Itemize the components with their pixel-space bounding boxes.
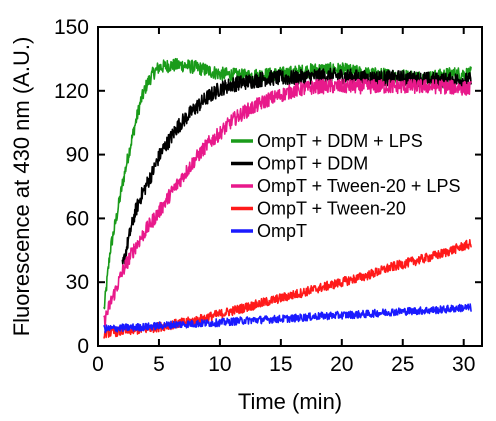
y-tick-label: 90 bbox=[66, 144, 89, 167]
y-tick-label: 60 bbox=[66, 207, 89, 230]
plot-frame bbox=[97, 26, 483, 347]
series-line-5 bbox=[103, 303, 472, 334]
y-axis-ticks: 0 30 60 90 120 150 bbox=[54, 16, 482, 358]
x-tick-label: 5 bbox=[153, 353, 165, 376]
plot-lines bbox=[103, 57, 472, 339]
x-tick-label: 10 bbox=[208, 353, 231, 376]
legend-label-1: OmpT + DDM + LPS bbox=[257, 131, 423, 151]
y-axis-title: Fluorescence at 430 nm (A.U.) bbox=[9, 37, 34, 337]
x-tick-label: 0 bbox=[92, 353, 104, 376]
x-axis-title: Time (min) bbox=[238, 389, 342, 414]
y-tick-label: 120 bbox=[54, 80, 89, 103]
series-line-2 bbox=[121, 67, 472, 265]
x-axis-ticks: 0 5 10 15 20 25 30 bbox=[92, 27, 475, 376]
x-tick-label: 25 bbox=[391, 353, 414, 376]
x-tick-label: 30 bbox=[452, 353, 475, 376]
y-tick-label: 30 bbox=[66, 271, 89, 294]
y-tick-label: 0 bbox=[77, 335, 89, 358]
x-tick-label: 20 bbox=[330, 353, 353, 376]
legend-label-4: OmpT + Tween-20 bbox=[257, 199, 406, 219]
legend-label-5: OmpT bbox=[257, 221, 307, 241]
legend-label-2: OmpT + DDM bbox=[257, 154, 368, 174]
y-tick-label: 150 bbox=[54, 16, 89, 39]
series-line-3 bbox=[103, 78, 472, 328]
x-tick-label: 15 bbox=[269, 353, 292, 376]
legend-label-3: OmpT + Tween-20 + LPS bbox=[257, 176, 460, 196]
